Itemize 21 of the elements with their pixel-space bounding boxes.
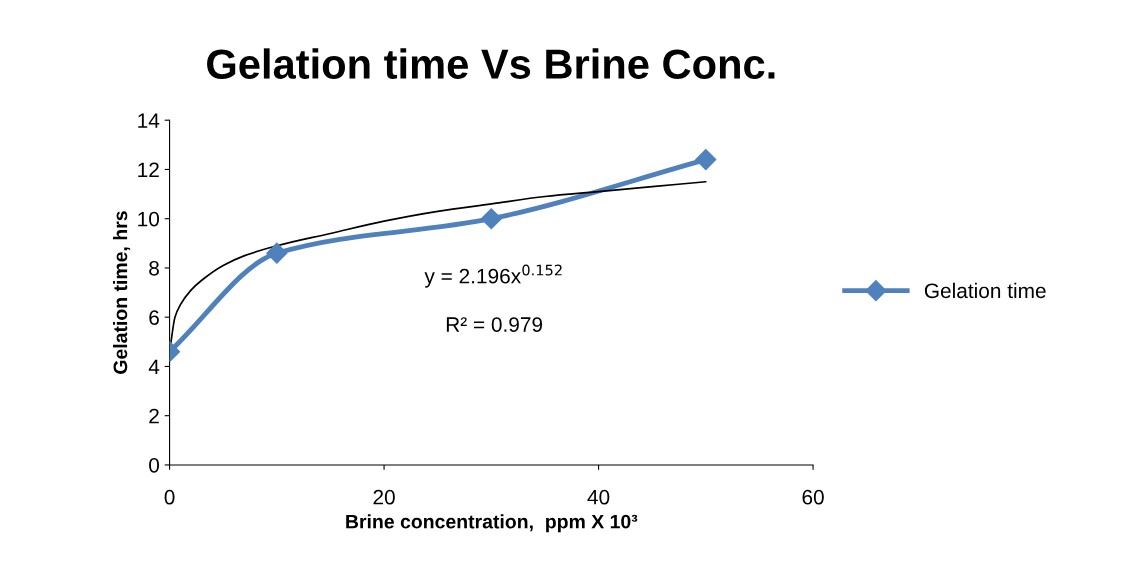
y-tick-label: 0 — [149, 457, 160, 473]
x-axis-title: Brine concentration, ppm X 10³ — [346, 514, 638, 533]
annotation: R² = 0.979 — [446, 317, 543, 332]
annotation: y = 2.196x$^{0.152}$ — [424, 264, 562, 288]
point — [695, 149, 717, 171]
y-tick-label: 12 — [138, 162, 159, 177]
x-tick-label: 60 — [802, 489, 824, 505]
legend-label: Gelation time — [924, 282, 1046, 299]
point — [266, 242, 288, 264]
x-tick-label: 0 — [164, 489, 175, 505]
y-tick-label: 8 — [149, 260, 159, 276]
y-tick-label: 4 — [148, 359, 160, 374]
x-tick-label: 20 — [373, 489, 395, 505]
x-tick-label: 40 — [587, 489, 610, 505]
y-tick-label: 14 — [138, 113, 160, 128]
y-tick-label: 10 — [138, 211, 160, 227]
y-axis-title: Gelation time, hrs — [113, 211, 131, 374]
y-tick-label: 6 — [149, 310, 159, 325]
y-tick-label: 2 — [149, 408, 159, 424]
point — [480, 208, 502, 230]
chart-title: Gelation time Vs Brine Conc. — [207, 48, 775, 79]
